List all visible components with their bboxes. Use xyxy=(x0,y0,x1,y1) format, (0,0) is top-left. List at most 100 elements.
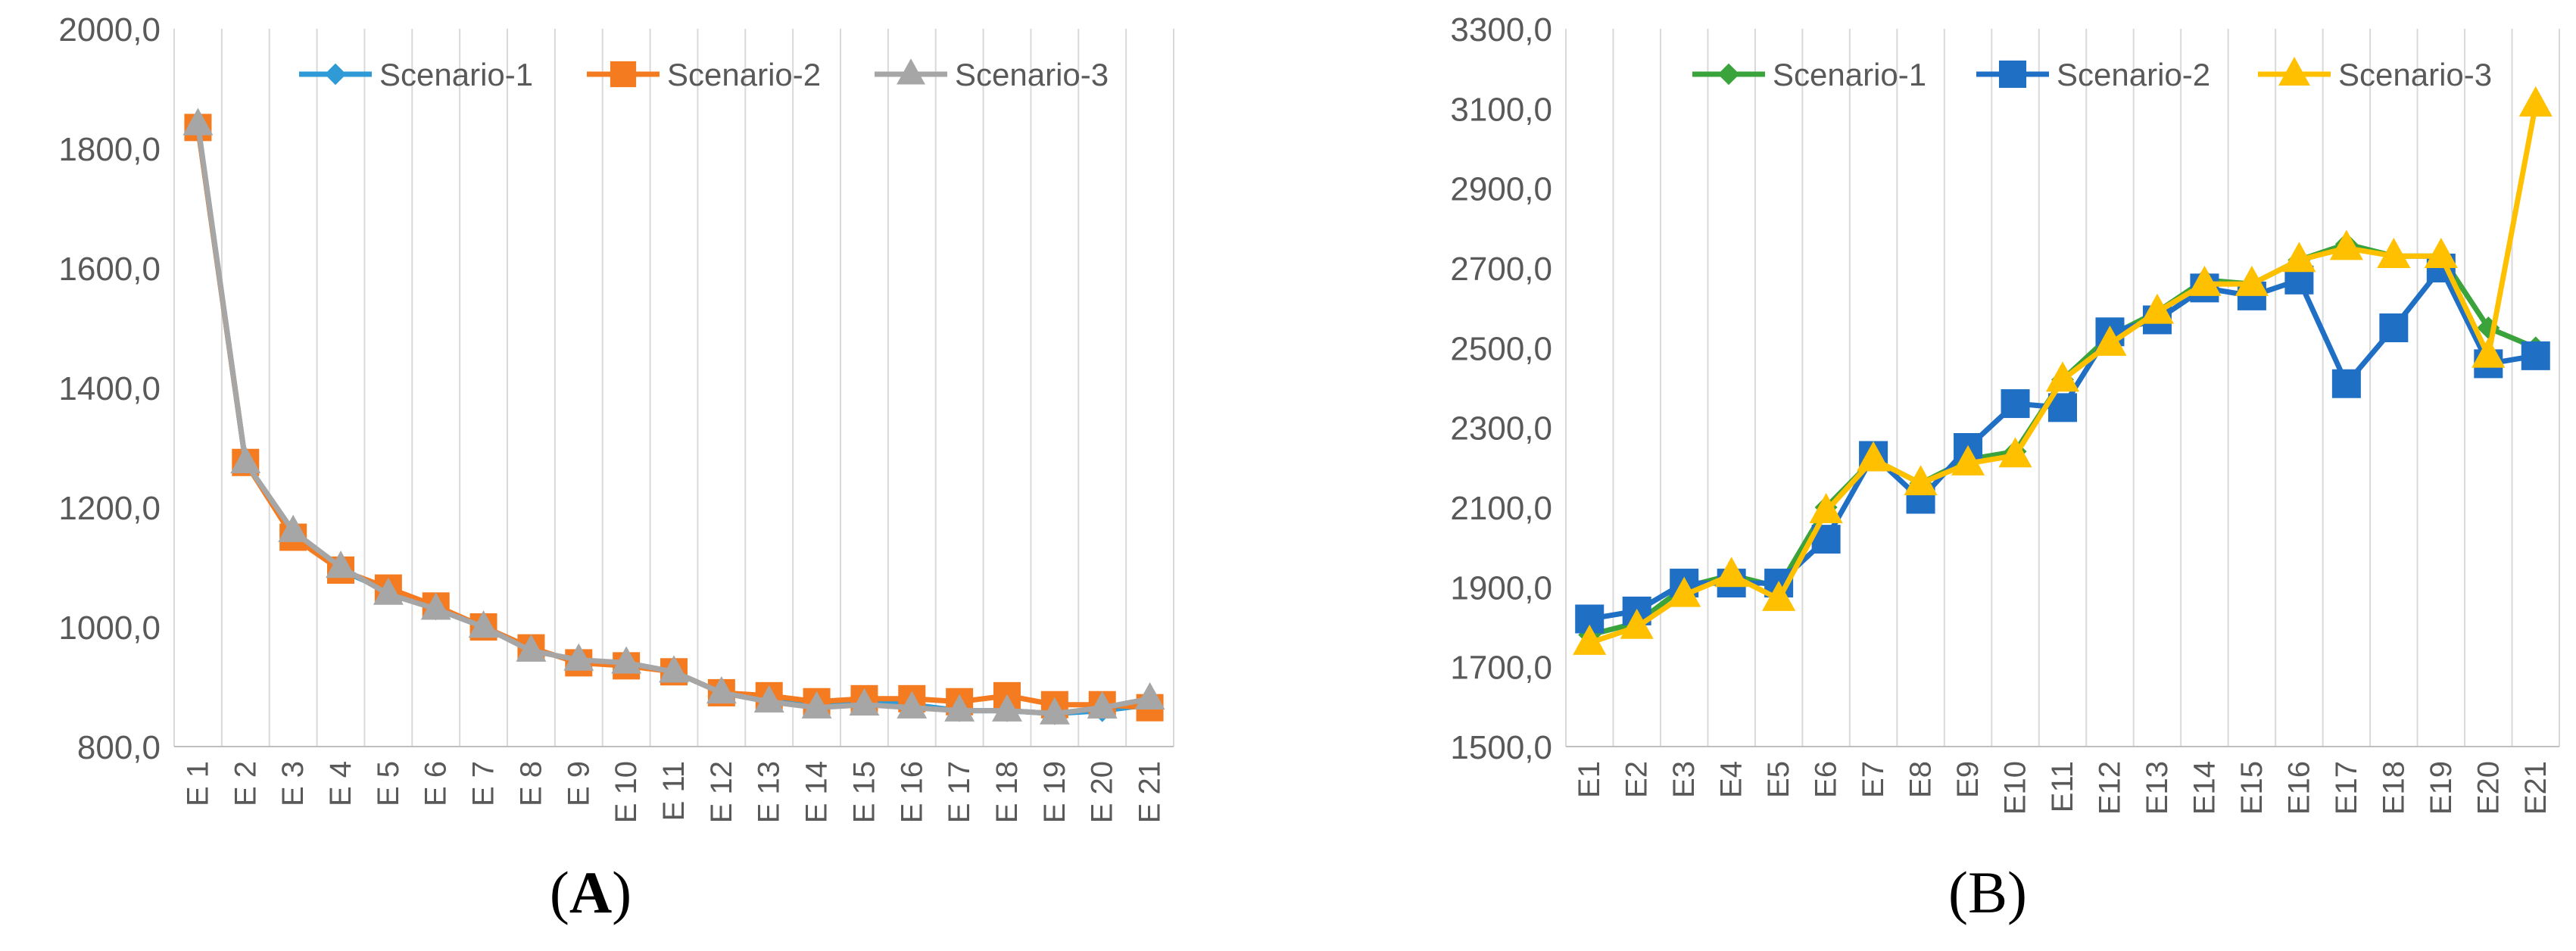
y-tick-label: 1800,0 xyxy=(58,131,161,168)
data-point xyxy=(182,108,214,136)
x-tick-label: E11 xyxy=(2046,761,2079,812)
x-tick-label: E17 xyxy=(2330,761,2363,815)
x-tick-label: E20 xyxy=(2472,761,2505,815)
x-tick-label: E 16 xyxy=(895,761,928,823)
y-tick-label: 2000,0 xyxy=(58,11,161,48)
x-tick-label: E1 xyxy=(1573,761,1606,798)
x-tick-label: E 3 xyxy=(276,761,310,806)
chart-a: 800,0 1000,0 1200,0 1400,0 1600,0 1800,0 2000,… xyxy=(58,11,1174,925)
x-tick-label: E 4 xyxy=(324,761,357,806)
data-point xyxy=(1951,444,1985,476)
legend-label: Scenario-2 xyxy=(2057,57,2210,92)
x-tick-label: E 18 xyxy=(990,761,1024,823)
legend-label: Scenario-3 xyxy=(955,57,1109,92)
x-tick-label: E 21 xyxy=(1134,761,1167,823)
data-point xyxy=(2235,265,2269,296)
data-point xyxy=(2379,313,2409,342)
data-point xyxy=(1857,441,1891,472)
x-tick-label: E16 xyxy=(2282,761,2316,815)
x-tick-label: E 9 xyxy=(562,761,595,806)
legend-marker xyxy=(897,58,925,85)
data-point xyxy=(1762,580,1796,611)
x-tick-label: E 15 xyxy=(847,761,881,823)
x-tick-label: E12 xyxy=(2093,761,2126,815)
data-point xyxy=(2518,86,2553,117)
data-point xyxy=(1904,465,1938,496)
y-tick-label: 1900,0 xyxy=(1450,569,1552,606)
data-point xyxy=(2045,361,2080,392)
x-tick-label: E 2 xyxy=(229,761,262,806)
legend-marker xyxy=(324,63,347,86)
x-tick-label: E19 xyxy=(2425,761,2458,815)
x-tick-label: E2 xyxy=(1620,761,1654,798)
data-point xyxy=(1667,576,1701,607)
y-tick-label: 2500,0 xyxy=(1450,330,1552,367)
data-point xyxy=(2424,238,2458,268)
data-point xyxy=(230,445,261,473)
y-tick-label: 3100,0 xyxy=(1450,91,1552,128)
legend-label: Scenario-1 xyxy=(1773,57,1926,92)
data-point xyxy=(801,691,832,719)
y-tick-label: 2700,0 xyxy=(1450,251,1552,288)
x-tick-label: E 1 xyxy=(181,761,214,806)
legend-marker xyxy=(1717,63,1740,86)
x-tick-label: E 17 xyxy=(943,761,976,823)
data-point xyxy=(420,592,451,620)
data-point xyxy=(2140,293,2175,324)
data-point xyxy=(706,676,737,704)
series-3 xyxy=(1573,86,2553,655)
data-point xyxy=(1039,697,1070,725)
legend-marker xyxy=(2278,57,2310,86)
data-point xyxy=(611,646,642,674)
y-tick-label: 1000,0 xyxy=(58,610,161,647)
data-point xyxy=(1809,493,1843,524)
x-tick-label: E3 xyxy=(1667,761,1701,798)
x-tick-label: E 19 xyxy=(1038,761,1071,823)
data-point xyxy=(373,577,404,605)
data-point xyxy=(992,694,1022,722)
y-tick-label: 1500,0 xyxy=(1450,729,1552,766)
panel-caption: (B) xyxy=(1948,859,2027,925)
data-point xyxy=(563,643,594,671)
vertical-gridlines xyxy=(173,29,1174,747)
x-tick-label: E 13 xyxy=(753,761,786,823)
chart-b: 1500,0 1700,0 1900,0 2100,0 2300,0 2500,0 2700… xyxy=(1450,11,2560,925)
x-tick-label: E 11 xyxy=(657,761,691,821)
x-tick-label: E8 xyxy=(1904,761,1938,798)
y-tick-label: 1200,0 xyxy=(58,490,161,527)
data-point xyxy=(468,610,499,638)
data-point xyxy=(2282,242,2316,273)
data-point xyxy=(2331,369,2361,398)
data-point xyxy=(2521,341,2550,370)
x-tick-label: E 6 xyxy=(419,761,453,806)
y-tick-label: 1700,0 xyxy=(1450,650,1552,687)
x-tick-label: E14 xyxy=(2188,761,2221,815)
data-point xyxy=(1620,608,1654,639)
x-tick-label: E7 xyxy=(1857,761,1890,798)
x-tick-label: E5 xyxy=(1762,761,1795,798)
x-tick-label: E10 xyxy=(1999,761,2032,815)
series-1 xyxy=(186,116,1162,725)
series-line xyxy=(195,123,1151,717)
y-tick-label: 2300,0 xyxy=(1450,410,1552,447)
x-tick-label: E 20 xyxy=(1086,761,1119,823)
y-tick-label: 800,0 xyxy=(77,729,161,766)
data-point xyxy=(1573,624,1607,655)
x-tick-label: E 12 xyxy=(705,761,738,823)
data-point xyxy=(2377,238,2411,268)
data-point xyxy=(897,691,928,719)
x-tick-label: E 7 xyxy=(467,761,501,806)
vertical-gridlines xyxy=(1565,29,2560,747)
series-line xyxy=(195,126,1150,711)
data-point xyxy=(2093,325,2127,356)
legend-label: Scenario-2 xyxy=(667,57,821,92)
y-tick-label: 1400,0 xyxy=(58,370,161,407)
data-point xyxy=(849,688,880,716)
x-tick-label: E9 xyxy=(1951,761,1985,798)
data-point xyxy=(2472,337,2506,368)
data-point xyxy=(326,550,356,578)
data-point xyxy=(1134,681,1165,710)
series-3 xyxy=(182,108,1165,725)
data-point xyxy=(753,684,784,712)
